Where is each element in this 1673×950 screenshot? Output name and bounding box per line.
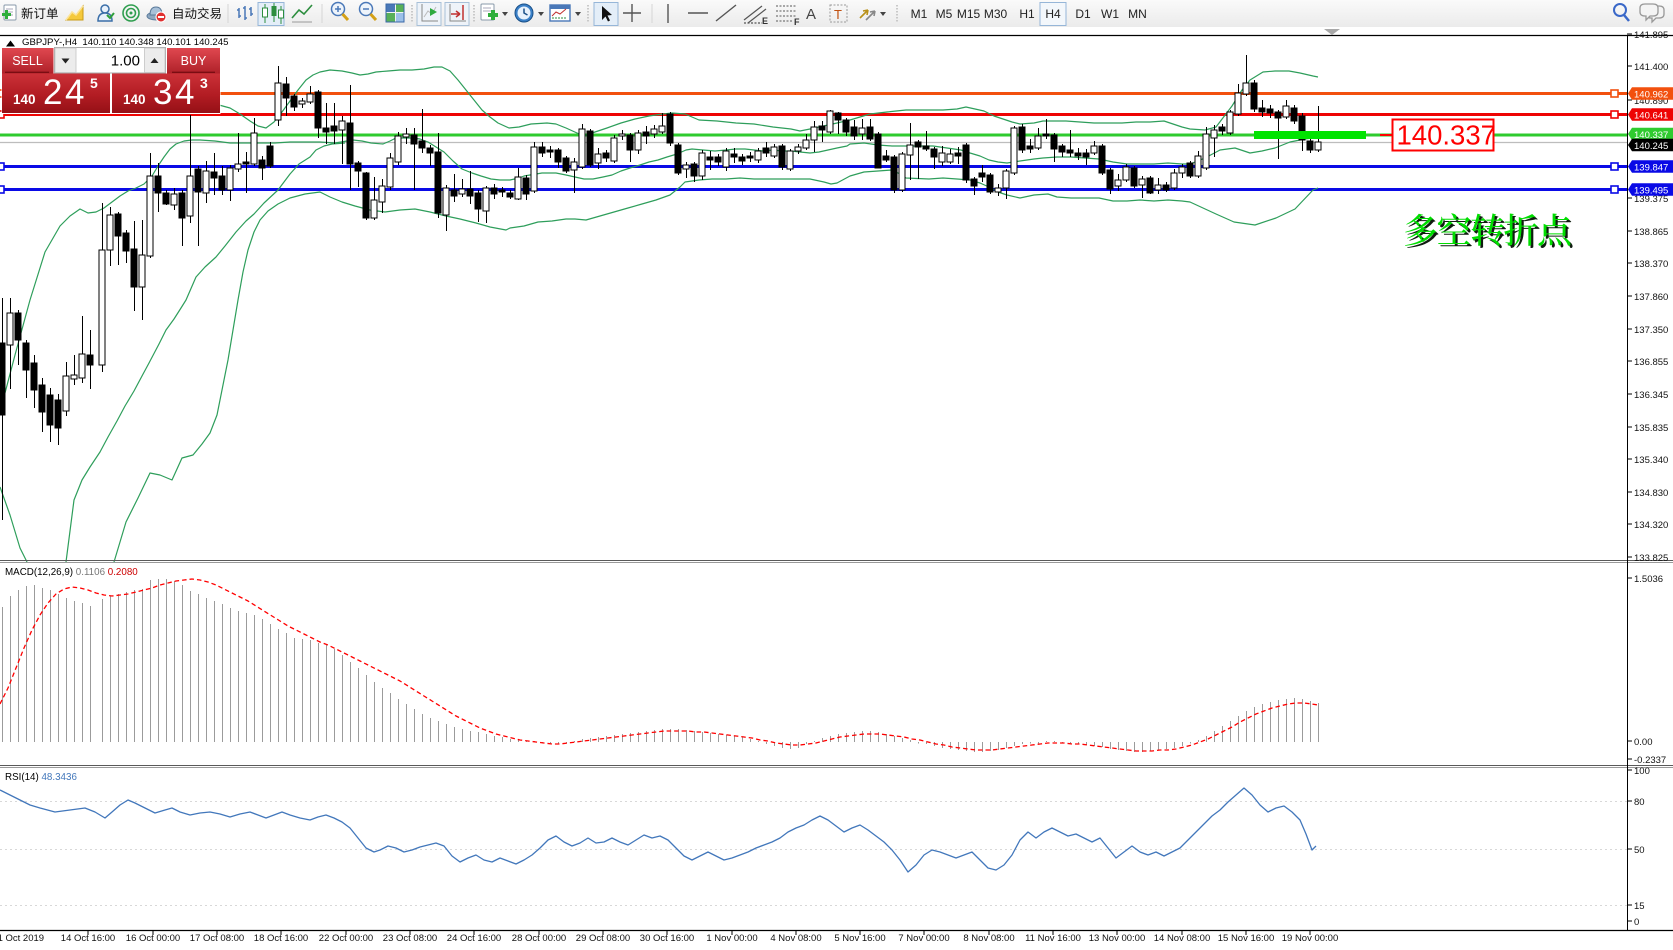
svg-text:M15: M15: [957, 7, 981, 21]
svg-text:14 Nov 08:00: 14 Nov 08:00: [1154, 933, 1211, 944]
svg-text:22 Oct 00:00: 22 Oct 00:00: [319, 933, 373, 944]
svg-text:140.337: 140.337: [1634, 130, 1668, 141]
svg-text:140.245: 140.245: [1634, 141, 1668, 152]
svg-text:E: E: [762, 16, 768, 26]
svg-text:139.847: 139.847: [1634, 163, 1668, 174]
svg-text:1 Nov 00:00: 1 Nov 00:00: [706, 933, 757, 944]
svg-text:3: 3: [200, 75, 208, 91]
svg-text:18 Oct 16:00: 18 Oct 16:00: [254, 933, 308, 944]
svg-text:30 Oct 16:00: 30 Oct 16:00: [640, 933, 694, 944]
svg-text:M5: M5: [936, 7, 953, 21]
svg-text:139.375: 139.375: [1634, 194, 1668, 205]
svg-text:139.495: 139.495: [1634, 186, 1668, 197]
svg-text:134.320: 134.320: [1634, 520, 1668, 531]
svg-text:RSI(14) 48.3436: RSI(14) 48.3436: [5, 772, 77, 783]
svg-text:0: 0: [1634, 917, 1639, 928]
svg-text:1.5036: 1.5036: [1634, 574, 1663, 585]
svg-text:7 Nov 00:00: 7 Nov 00:00: [898, 933, 949, 944]
svg-text:M30: M30: [984, 7, 1008, 21]
svg-text:136.345: 136.345: [1634, 390, 1668, 401]
svg-text:137.350: 137.350: [1634, 325, 1668, 336]
svg-text:W1: W1: [1101, 7, 1119, 21]
svg-text:13 Nov 00:00: 13 Nov 00:00: [1089, 933, 1146, 944]
svg-text:137.860: 137.860: [1634, 292, 1668, 303]
svg-text:15 Nov 16:00: 15 Nov 16:00: [1218, 933, 1275, 944]
svg-text:135.340: 135.340: [1634, 455, 1668, 466]
svg-text:24: 24: [43, 73, 87, 112]
svg-text:11 Oct 2019: 11 Oct 2019: [0, 933, 44, 944]
svg-text:MACD(12,26,9) 0.1106 0.2080: MACD(12,26,9) 0.1106 0.2080: [5, 567, 138, 578]
svg-text:135.835: 135.835: [1634, 423, 1668, 434]
svg-text:136.855: 136.855: [1634, 357, 1668, 368]
svg-text:140.962: 140.962: [1634, 90, 1668, 101]
svg-text:140.890: 140.890: [1634, 96, 1668, 107]
svg-text:-0.2337: -0.2337: [1634, 755, 1666, 766]
svg-text:SELL: SELL: [12, 54, 43, 68]
svg-text:28 Oct 00:00: 28 Oct 00:00: [512, 933, 566, 944]
svg-text:F: F: [794, 17, 800, 27]
svg-text:GBPJPY-,H4 140.110 140.348 14: GBPJPY-,H4 140.110 140.348 140.101 140.2…: [22, 37, 228, 48]
svg-text:14 Oct 16:00: 14 Oct 16:00: [61, 933, 115, 944]
svg-text:17 Oct 08:00: 17 Oct 08:00: [190, 933, 244, 944]
svg-text:11 Nov 16:00: 11 Nov 16:00: [1025, 933, 1081, 944]
svg-text:5: 5: [90, 75, 98, 91]
svg-text:140: 140: [13, 92, 36, 107]
svg-text:141.400: 141.400: [1634, 62, 1668, 73]
svg-text:T: T: [834, 7, 842, 22]
svg-text:141.895: 141.895: [1634, 30, 1668, 41]
svg-text:D1: D1: [1075, 7, 1091, 21]
svg-text:BUY: BUY: [181, 54, 207, 68]
svg-text:100: 100: [1634, 766, 1650, 777]
svg-text:80: 80: [1634, 797, 1645, 808]
svg-text:M1: M1: [911, 7, 928, 21]
svg-text:138.370: 138.370: [1634, 259, 1668, 270]
svg-text:16 Oct 00:00: 16 Oct 00:00: [126, 933, 180, 944]
svg-text:H1: H1: [1019, 7, 1035, 21]
svg-text:MN: MN: [1128, 7, 1147, 21]
svg-text:140: 140: [123, 92, 146, 107]
svg-text:140.337: 140.337: [1397, 120, 1496, 151]
svg-text:H4: H4: [1045, 7, 1061, 21]
svg-text:34: 34: [153, 73, 197, 112]
svg-text:133.825: 133.825: [1634, 553, 1668, 564]
svg-text:4 Nov 08:00: 4 Nov 08:00: [770, 933, 821, 944]
svg-text:1.00: 1.00: [111, 53, 140, 70]
svg-text:A: A: [806, 6, 816, 23]
svg-text:138.865: 138.865: [1634, 227, 1668, 238]
svg-text:29 Oct 08:00: 29 Oct 08:00: [576, 933, 630, 944]
svg-text:8 Nov 08:00: 8 Nov 08:00: [963, 933, 1014, 944]
svg-text:5 Nov 16:00: 5 Nov 16:00: [834, 933, 885, 944]
svg-text:0.00: 0.00: [1634, 737, 1653, 748]
svg-text:50: 50: [1634, 845, 1645, 856]
svg-text:19 Nov 00:00: 19 Nov 00:00: [1282, 933, 1339, 944]
svg-text:23 Oct 08:00: 23 Oct 08:00: [383, 933, 437, 944]
svg-text:134.830: 134.830: [1634, 488, 1668, 499]
svg-text:15: 15: [1634, 901, 1645, 912]
svg-text:140.641: 140.641: [1634, 111, 1668, 122]
svg-text:24 Oct 16:00: 24 Oct 16:00: [447, 933, 501, 944]
